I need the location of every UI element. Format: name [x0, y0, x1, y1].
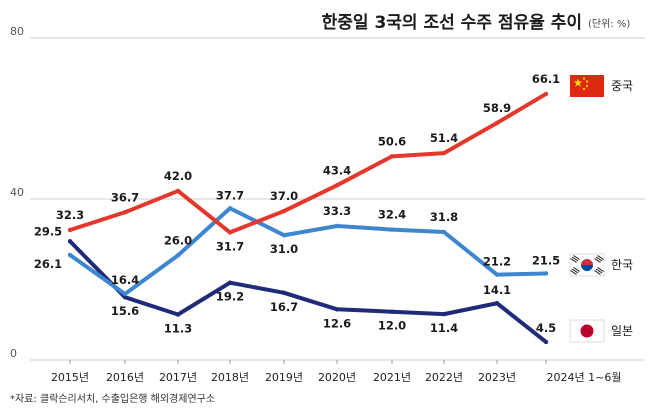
data-label: 11.3	[164, 322, 192, 336]
data-label: 19.2	[216, 290, 244, 304]
x-axis: 2015년 2016년 2017년 2018년 2019년 2020년 2021년 2022년…	[51, 360, 622, 384]
x-tick-label: 2015년	[51, 371, 89, 384]
data-point	[389, 309, 395, 314]
data-label: 11.4	[430, 321, 458, 335]
data-point	[543, 339, 549, 345]
data-label: 32.3	[56, 208, 84, 222]
korea-flag-icon	[569, 253, 605, 277]
series-line-0	[68, 91, 548, 235]
x-tick-label: 2017년	[159, 371, 197, 384]
x-tick-label: 2022년	[425, 371, 463, 384]
data-point	[67, 252, 73, 258]
data-point	[441, 150, 447, 156]
y-tick-label: 80	[10, 25, 24, 38]
data-point	[543, 271, 549, 276]
y-tick-label: 0	[10, 347, 17, 360]
data-label: 43.4	[323, 163, 351, 177]
data-point	[494, 120, 500, 126]
data-point	[175, 253, 181, 258]
source-note: *자료: 클락슨리서치, 수출입은행 해외경제연구소	[10, 392, 215, 405]
data-point	[494, 301, 500, 306]
data-label: 33.3	[323, 204, 351, 218]
data-point	[334, 307, 340, 312]
series-line-2	[68, 239, 548, 344]
data-label: 14.1	[483, 283, 511, 297]
data-point	[67, 239, 73, 244]
chart-title: 한중일 3국의 조선 수주 점유율 추이	[322, 13, 582, 33]
x-tick-label: 2019년	[265, 371, 303, 384]
data-label: 21.2	[483, 255, 511, 269]
data-label: 42.0	[164, 169, 192, 183]
data-point	[175, 312, 181, 317]
data-label: 51.4	[430, 131, 458, 145]
legend-item: 일본	[569, 319, 633, 343]
data-point	[441, 311, 447, 317]
data-point	[441, 229, 447, 235]
data-label: 15.6	[111, 304, 139, 318]
data-point	[227, 206, 233, 211]
data-label: 29.5	[34, 224, 62, 238]
data-point	[494, 272, 500, 277]
x-tick-label: 2021년	[373, 371, 411, 384]
data-point	[122, 210, 128, 215]
data-label: 66.1	[532, 72, 560, 86]
data-point	[543, 91, 549, 97]
data-label: 58.9	[483, 101, 511, 115]
data-label: 26.0	[164, 233, 192, 247]
data-point	[227, 280, 233, 285]
data-label: 26.1	[34, 257, 62, 271]
data-label: 16.4	[111, 273, 139, 287]
data-point	[122, 295, 128, 300]
legend-item: 한국	[569, 253, 633, 277]
x-tick-label: 2016년	[106, 371, 144, 384]
data-point	[175, 188, 181, 194]
data-point	[227, 230, 233, 235]
data-label: 31.7	[216, 239, 244, 253]
legend-item: 중국	[570, 75, 633, 97]
data-label: 4.5	[536, 321, 556, 335]
data-point	[281, 208, 287, 214]
data-label: 32.4	[378, 208, 406, 222]
x-tick-label: 2024년 1~6월	[547, 371, 622, 384]
data-labels: 32.3 36.7 42.0 31.7 37.0 43.4 50.6 51.4 58.9 66.1…	[34, 72, 560, 336]
data-label: 31.0	[270, 242, 298, 256]
data-label: 12.0	[378, 319, 406, 333]
series-line-1	[68, 206, 548, 296]
data-label: 37.7	[216, 188, 244, 202]
data-label: 21.5	[532, 253, 560, 267]
data-label: 50.6	[378, 134, 406, 148]
data-point	[389, 227, 395, 232]
unit-label: (단위: %)	[588, 17, 630, 30]
y-axis: 0 40 80	[10, 25, 24, 360]
y-tick-label: 40	[10, 186, 24, 199]
data-point	[122, 291, 128, 297]
data-point	[389, 154, 395, 159]
data-label: 31.8	[430, 210, 458, 224]
data-point	[281, 290, 287, 295]
x-tick-label: 2023년	[478, 371, 516, 384]
legend-label: 중국	[611, 79, 633, 93]
japan-flag-icon	[569, 319, 605, 343]
data-point	[334, 183, 340, 188]
data-point	[334, 223, 340, 229]
data-label: 16.7	[270, 300, 298, 314]
data-label: 12.6	[323, 316, 351, 330]
data-label: 36.7	[111, 190, 139, 204]
x-tick-label: 2018년	[211, 371, 249, 384]
x-tick-label: 2020년	[318, 371, 356, 384]
legend-label: 한국	[611, 258, 633, 272]
china-flag-icon	[570, 75, 604, 97]
data-point	[67, 227, 73, 233]
series-lines	[67, 91, 549, 345]
data-label: 37.0	[270, 189, 298, 203]
data-point	[281, 233, 287, 238]
legend-label: 일본	[611, 324, 633, 338]
